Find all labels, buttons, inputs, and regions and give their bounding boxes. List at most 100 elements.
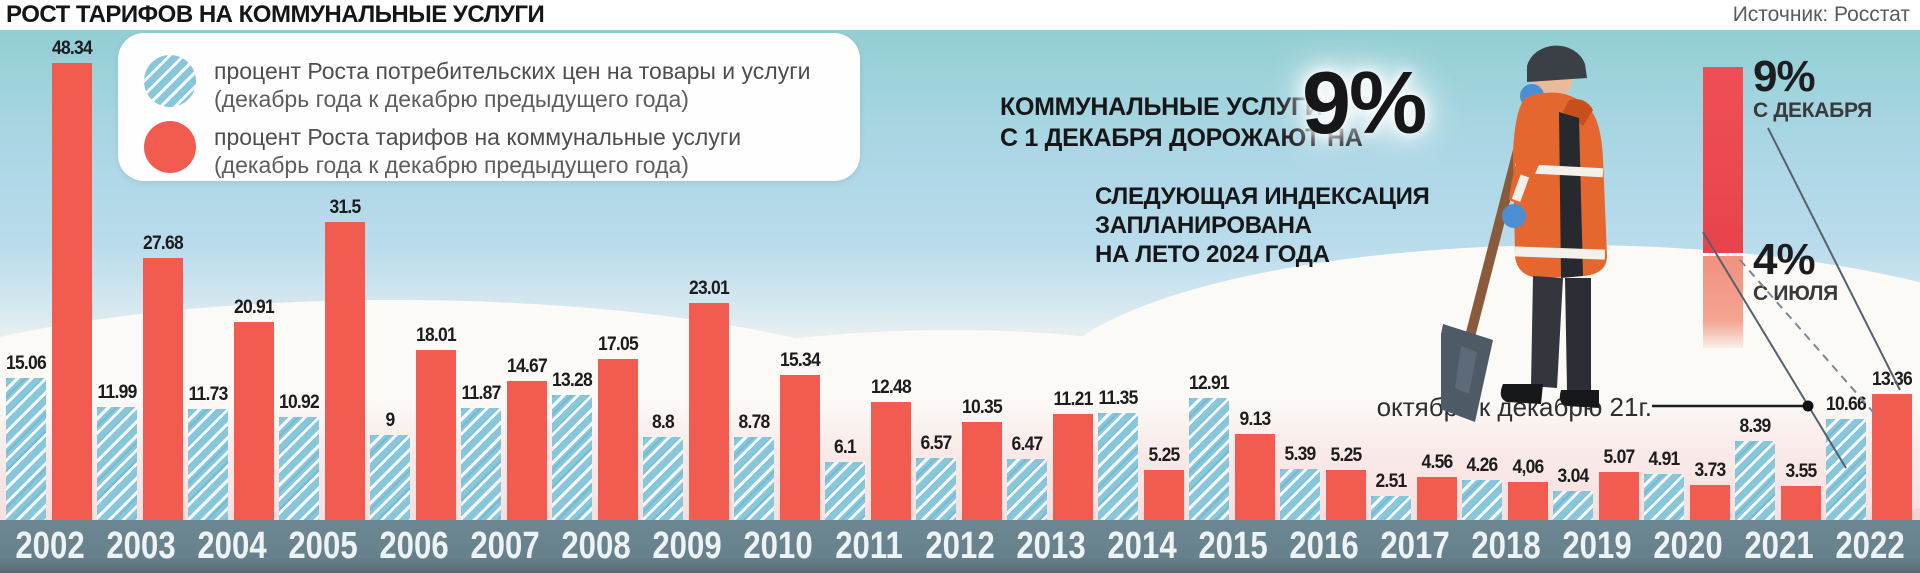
year-tick-2002: 2002 (15, 525, 85, 567)
bar-value-label-cpi-2010: 8.78 (738, 412, 770, 433)
year-tick-2018: 2018 (1471, 525, 1541, 567)
bar-cpi-2009 (643, 437, 683, 520)
bar-tariff-2003 (143, 258, 183, 520)
page-title: РОСТ ТАРИФОВ НА КОММУНАЛЬНЫЕ УСЛУГИ (6, 1, 545, 28)
bar-cpi-2015 (1189, 398, 1229, 520)
bar-value-label-tariff-2011: 12.48 (870, 377, 912, 398)
bar-value-label-cpi-2014: 11.35 (1098, 388, 1138, 409)
bar-cpi-2017 (1371, 496, 1411, 520)
source-credit: Источник: Росстат (1732, 3, 1910, 26)
bar-tariff-2012 (962, 422, 1002, 520)
year-tick-2015: 2015 (1198, 525, 1268, 567)
bar-tariff-2014 (1144, 470, 1184, 520)
bar-cpi-2006 (370, 435, 410, 520)
year-tick-2003: 2003 (106, 525, 176, 567)
bar-value-label-cpi-2015: 12.91 (1188, 373, 1230, 394)
bar-tariff-2008 (598, 359, 638, 520)
year-tick-2016: 2016 (1289, 525, 1359, 567)
bar-tariff-2015 (1235, 434, 1275, 520)
bar-cpi-2010 (734, 437, 774, 520)
year-tick-2022: 2022 (1835, 525, 1905, 567)
bar-tariff-2018 (1508, 482, 1548, 520)
year-tick-2004: 2004 (197, 525, 267, 567)
bar-tariff-2004 (234, 322, 274, 520)
bar-value-label-cpi-2019: 3.04 (1557, 466, 1589, 487)
side-indexation-bar (1703, 67, 1743, 348)
bar-tariff-2016 (1326, 470, 1366, 520)
bar-value-label-cpi-2017: 2.51 (1375, 471, 1407, 492)
year-tick-2014: 2014 (1107, 525, 1177, 567)
bar-value-label-cpi-2021: 8.39 (1739, 416, 1771, 437)
bar-cpi-2021 (1735, 441, 1775, 520)
bar-value-label-cpi-2009: 8.8 (651, 412, 675, 433)
bar-value-label-cpi-2008: 13.28 (551, 370, 593, 391)
bar-cpi-2002 (6, 378, 46, 520)
year-tick-2013: 2013 (1016, 525, 1086, 567)
bar-cpi-2014 (1098, 413, 1138, 520)
bar-tariff-2021 (1781, 486, 1821, 520)
bar-cpi-2022 (1826, 419, 1866, 520)
year-tick-2020: 2020 (1653, 525, 1723, 567)
bar-tariff-2009 (689, 303, 729, 520)
bar-tariff-2002 (52, 63, 92, 520)
bar-value-label-tariff-2008: 17.05 (597, 334, 639, 355)
bar-value-label-cpi-2003: 11.99 (97, 382, 137, 403)
bar-cpi-2011 (825, 462, 865, 520)
bar-value-label-tariff-2005: 31.5 (329, 197, 361, 218)
legend-item-cpi: процент Роста потребительских цен на тов… (144, 55, 810, 113)
bar-value-label-cpi-2013: 6.47 (1011, 434, 1043, 455)
bar-value-label-tariff-2022: 13.36 (1871, 369, 1913, 390)
bar-value-label-tariff-2021: 3.55 (1785, 461, 1817, 482)
bar-tariff-2013 (1053, 414, 1093, 520)
next-indexation-annotation: СЛЕДУЮЩАЯ ИНДЕКСАЦИЯ ЗАПЛАНИРОВАНА НА ЛЕ… (1095, 183, 1430, 268)
bar-value-label-tariff-2013: 11.21 (1053, 389, 1093, 410)
year-tick-2017: 2017 (1380, 525, 1450, 567)
bar-cpi-2008 (552, 395, 592, 520)
bar-tariff-2017 (1417, 477, 1457, 520)
bar-value-label-tariff-2009: 23.01 (688, 278, 730, 299)
legend-item-tariff-text: процент Роста тарифов на коммунальные ус… (214, 124, 742, 178)
side-bar-july-segment (1703, 253, 1743, 348)
bar-value-label-cpi-2016: 5.39 (1284, 444, 1316, 465)
bar-cpi-2020 (1644, 474, 1684, 520)
side-label-july: 4% С ИЮЛЯ (1753, 235, 1838, 306)
year-tick-2021: 2021 (1744, 525, 1814, 567)
bar-value-label-tariff-2018: 4,06 (1512, 457, 1544, 478)
bar-value-label-tariff-2006: 18.01 (415, 325, 457, 346)
side-bar-december-segment (1703, 67, 1743, 253)
bar-cpi-2005 (279, 417, 319, 520)
bar-tariff-2011 (871, 402, 911, 520)
year-tick-2019: 2019 (1562, 525, 1632, 567)
bar-value-label-cpi-2007: 11.87 (461, 383, 501, 404)
bar-value-label-tariff-2019: 5.07 (1603, 447, 1635, 468)
bar-tariff-2006 (416, 350, 456, 520)
bar-cpi-2003 (97, 407, 137, 520)
bar-value-label-tariff-2012: 10.35 (961, 397, 1003, 418)
bar-value-label-tariff-2020: 3.73 (1694, 460, 1726, 481)
year-tick-2008: 2008 (561, 525, 631, 567)
cpi-hatched-swatch-icon (144, 55, 196, 107)
bar-value-label-tariff-2003: 27.68 (142, 233, 184, 254)
year-tick-2007: 2007 (470, 525, 540, 567)
bar-value-label-cpi-2020: 4.91 (1648, 449, 1680, 470)
bar-value-label-cpi-2011: 6.1 (833, 437, 857, 458)
bar-value-label-tariff-2016: 5.25 (1330, 445, 1362, 466)
year-tick-2011: 2011 (835, 525, 903, 567)
bar-cpi-2016 (1280, 469, 1320, 520)
year-tick-2009: 2009 (652, 525, 722, 567)
bar-cpi-2007 (461, 408, 501, 520)
year-tick-2006: 2006 (379, 525, 449, 567)
bar-value-label-cpi-2012: 6.57 (920, 433, 952, 454)
bar-cpi-2004 (188, 409, 228, 520)
year-tick-2012: 2012 (925, 525, 995, 567)
bar-tariff-2020 (1690, 485, 1730, 520)
bar-cpi-2013 (1007, 459, 1047, 520)
big-nine-percent: 9% (1302, 53, 1427, 152)
bar-value-label-tariff-2017: 4.56 (1421, 452, 1453, 473)
bar-value-label-cpi-2004: 11.73 (188, 384, 228, 405)
bar-tariff-2019 (1599, 472, 1639, 520)
tariff-red-swatch-icon (144, 121, 196, 173)
bar-tariff-2010 (780, 375, 820, 520)
legend-item-tariff: процент Роста тарифов на коммунальные ус… (144, 121, 741, 179)
legend-item-cpi-text: процент Роста потребительских цен на тов… (214, 58, 811, 112)
